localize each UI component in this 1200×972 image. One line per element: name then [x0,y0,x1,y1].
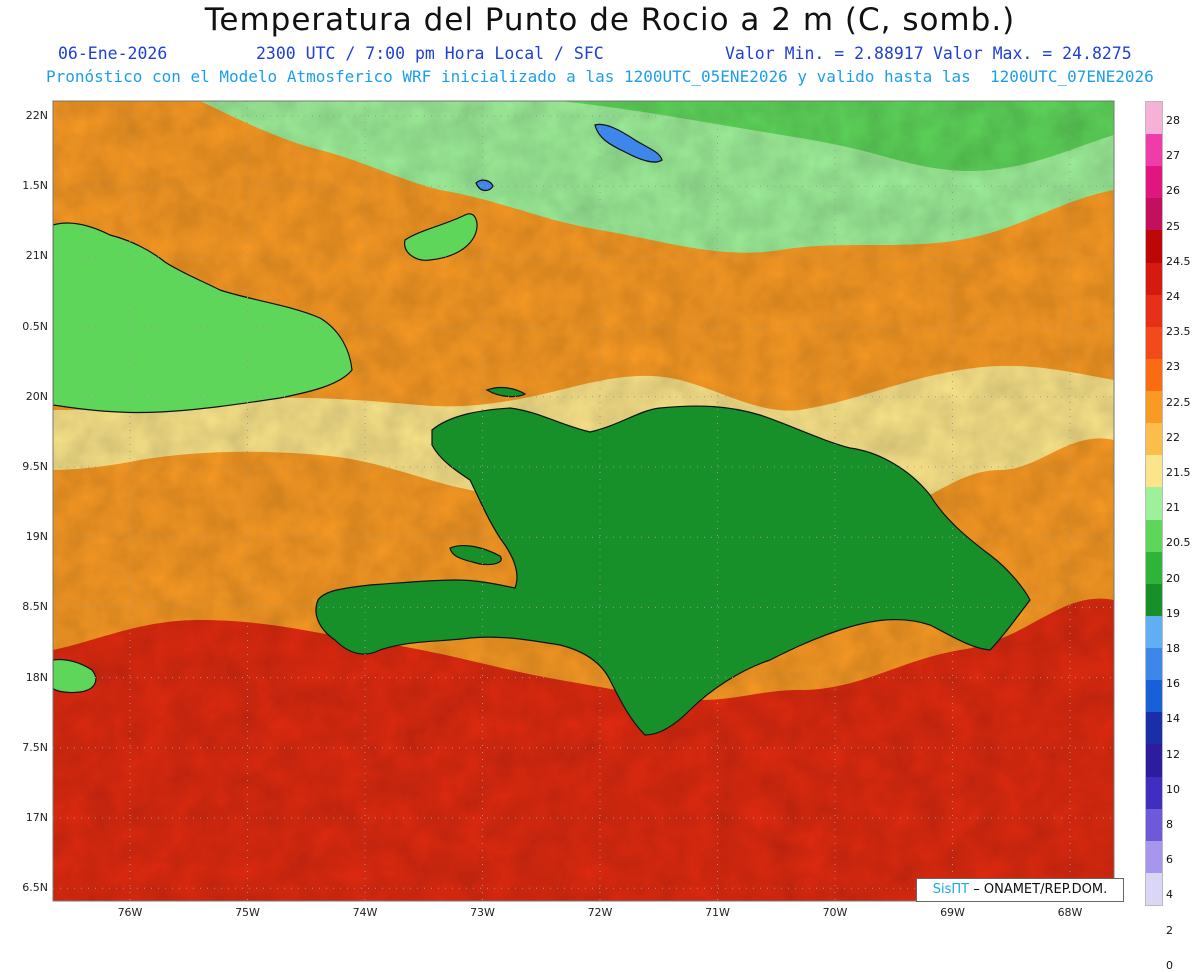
map-area [52,100,1115,902]
legend-label: 14 [1166,712,1180,726]
legend-swatch [1146,840,1162,874]
lat-tick-label: 6.5N [22,881,48,895]
time-label: 2300 UTC / 7:00 pm Hora Local / SFC [256,44,604,63]
legend-swatch [1146,808,1162,842]
lat-tick-label: 18N [25,670,48,684]
legend-swatch [1146,423,1162,456]
legend-swatch [1146,872,1162,906]
legend-label: 4 [1166,888,1173,902]
lat-tick-label: 22N [25,109,48,122]
lat-tick-label: 9.5N [22,460,48,473]
lat-tick-label: 1.5N [22,179,48,193]
model-info-label: Pronóstico con el Modelo Atmosferico WRF… [46,67,1154,86]
legend-swatch [1146,262,1162,296]
legend-swatch [1146,326,1162,360]
legend-swatch [1146,487,1162,521]
legend-swatch [1146,134,1162,167]
map-title: Temperatura del Punto de Rocio a 2 m (C,… [204,2,1016,38]
legend-swatch [1146,198,1162,231]
lon-tick-label: 72W [587,906,613,919]
legend-label: 23.5 [1166,325,1191,339]
legend-label: 22.5 [1166,395,1191,409]
legend-swatch [1146,166,1162,199]
legend-label: 18 [1166,642,1180,655]
legend-label: 16 [1166,677,1180,691]
legend-swatch [1146,744,1162,777]
lat-tick-label: 21N [25,249,48,263]
lon-tick-label: 69W [940,906,965,919]
legend-label: 10 [1166,782,1180,796]
legend-label: 20 [1166,571,1180,585]
legend-label: 0 [1166,958,1173,972]
color-legend [1145,101,1163,906]
legend-swatch [1146,391,1162,424]
lat-tick-label: 17N [25,811,48,824]
legend-label: 24.5 [1166,254,1191,268]
legend-swatch [1146,712,1162,745]
legend-swatch [1146,358,1162,392]
legend-label: 8 [1166,818,1173,831]
legend-swatch [1146,294,1162,328]
credit-text: – ONAMET/REP.DOM. [973,882,1108,897]
legend-label: 23 [1166,360,1180,374]
date-label: 06-Ene-2026 [58,44,168,63]
legend-label: 2 [1166,923,1173,937]
lon-tick-label: 73W [470,906,495,919]
lon-tick-label: 68W [1057,906,1083,919]
legend-label: 21 [1166,501,1180,515]
legend-label: 27 [1166,149,1180,163]
legend-swatch [1146,615,1162,649]
legend-swatch [1146,551,1162,585]
legend-swatch [1146,583,1162,617]
legend-swatch [1146,680,1162,713]
min-value-label: Valor Min. = 2.88917 [725,44,924,63]
legend-swatch [1146,230,1162,264]
legend-label: 28 [1166,114,1180,127]
legend-swatch [1146,455,1162,488]
lon-tick-label: 70W [822,906,848,919]
legend-label: 21.5 [1166,466,1191,479]
legend-label: 26 [1166,184,1180,198]
credit-box: SisПT – ONAMET/REP.DOM. [916,878,1124,902]
map-frame [52,100,1115,902]
lon-tick-label: 71W [705,906,730,919]
legend-label: 19 [1166,606,1180,620]
lon-tick-label: 76W [117,906,143,919]
lon-tick-label: 75W [235,906,260,919]
lon-tick-label: 74W [352,906,378,919]
legend-label: 22 [1166,430,1180,444]
legend-swatch [1146,776,1162,810]
legend-label: 25 [1166,219,1180,233]
dewpoint-map [52,100,1115,902]
legend-label: 24 [1166,290,1180,303]
legend-swatch [1146,648,1162,681]
lat-tick-label: 19N [25,530,48,544]
graticule [53,101,1114,901]
lat-tick-label: 8.5N [22,600,48,614]
lat-tick-label: 0.5N [22,319,48,333]
legend-swatch [1146,102,1162,135]
legend-label: 6 [1166,853,1173,867]
max-value-label: Valor Max. = 24.8275 [933,44,1132,63]
legend-label: 20.5 [1166,536,1191,550]
lat-tick-label: 20N [25,389,48,403]
lat-tick-label: 7.5N [22,740,48,754]
sispi-logo-text: SisПT [932,882,970,897]
legend-swatch [1146,519,1162,553]
legend-label: 12 [1166,747,1180,761]
